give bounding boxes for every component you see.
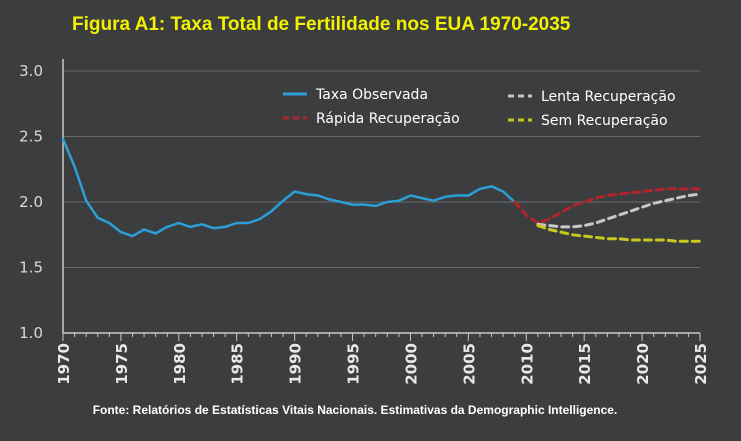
x-tick-label: 1995	[345, 343, 363, 385]
x-tick-label: 2005	[460, 343, 478, 385]
series-line-3	[536, 192, 702, 229]
legend-label: Taxa Observada	[315, 87, 428, 103]
y-tick-label: 1.0	[19, 324, 43, 342]
chart-title: Figura A1: Taxa Total de Fertilidade nos…	[72, 14, 571, 35]
source-note: Fonte: Relatórios de Estatísticas Vitais…	[93, 403, 618, 417]
series-line-4	[536, 224, 702, 243]
gridlines	[63, 70, 700, 268]
x-tick-label: 2015	[576, 343, 594, 385]
x-tick-label: 2000	[402, 343, 420, 385]
axes	[62, 59, 701, 341]
legend-label: Rápida Recuperação	[316, 111, 460, 127]
x-tick-label: 1970	[55, 343, 73, 385]
series-lines	[61, 137, 702, 243]
x-tick-label: 2025	[692, 343, 710, 385]
y-tick-label: 3.0	[19, 62, 43, 80]
legend: Taxa Observada Rápida Recuperação Lenta Re…	[283, 87, 676, 129]
y-axis-ticks: 1.0 1.5 2.0 2.5 3.0	[19, 62, 43, 342]
x-tick-label: 1985	[229, 343, 247, 385]
x-tick-label: 2020	[634, 343, 652, 385]
x-tick-label: 2010	[518, 343, 536, 385]
x-tick-label: 1990	[287, 343, 305, 385]
x-tick-label: 1980	[171, 343, 189, 385]
y-tick-label: 2.0	[19, 193, 43, 211]
x-tick-label: 1975	[113, 343, 131, 385]
legend-label: Lenta Recuperação	[541, 89, 676, 105]
y-tick-label: 2.5	[19, 128, 43, 146]
legend-label: Sem Recuperação	[541, 113, 668, 129]
x-axis-ticks: 1970 1975 1980 1985 1990 1995 2000 2005 2010 2015…	[55, 343, 710, 385]
series-line-2	[513, 187, 702, 225]
y-tick-label: 1.5	[19, 259, 43, 277]
series-line-1	[61, 137, 516, 238]
